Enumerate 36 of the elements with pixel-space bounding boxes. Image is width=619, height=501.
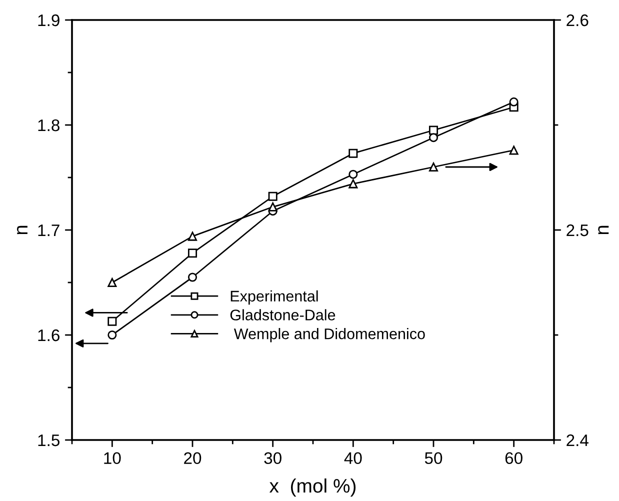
point	[108, 316, 117, 326]
point	[509, 97, 518, 106]
point	[108, 330, 117, 340]
point	[188, 232, 198, 241]
y-tick-label: 1.7	[38, 224, 60, 236]
y2-tick-label: 2.6	[566, 14, 588, 26]
x-tick-label: 50	[424, 452, 442, 464]
x-tick-label: 40	[344, 452, 362, 464]
x-tick-label: 30	[264, 452, 282, 464]
point	[428, 133, 438, 142]
y2-tick-label: 2.5	[566, 224, 588, 236]
point	[509, 146, 518, 155]
point	[348, 179, 358, 188]
y-tick-label: 1.5	[38, 434, 60, 446]
y-axis-title: n	[16, 226, 28, 234]
point	[268, 202, 278, 212]
x-tick-label: 10	[104, 452, 121, 464]
point	[428, 162, 438, 172]
y-tick-label: 1.8	[38, 119, 60, 132]
y-tick-label: 1.6	[38, 329, 60, 342]
y2-tick-label: 2.4	[566, 434, 588, 446]
point	[268, 192, 278, 201]
legend-label: Experimental	[230, 290, 318, 305]
point	[428, 126, 438, 135]
x-tick-label: 60	[505, 452, 522, 464]
legend-label: Gladstone-Dale	[230, 309, 336, 320]
point	[188, 272, 198, 282]
y2-axis-title: n	[598, 226, 609, 234]
point	[188, 248, 198, 258]
point	[348, 148, 358, 158]
y-tick-label: 1.9	[38, 14, 60, 26]
x-axis-title: x (mol %)	[269, 478, 356, 497]
point	[108, 278, 117, 288]
x-tick-label: 20	[184, 452, 202, 464]
legend-label: Wemple and Didomemenico	[234, 328, 425, 342]
point	[348, 170, 358, 179]
